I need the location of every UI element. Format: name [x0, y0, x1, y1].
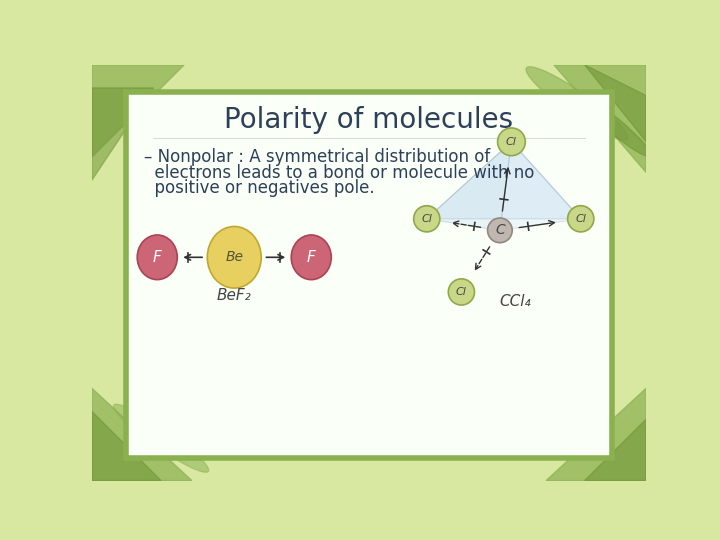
Polygon shape [92, 88, 153, 180]
Text: F: F [307, 250, 315, 265]
Polygon shape [585, 65, 647, 142]
FancyBboxPatch shape [127, 92, 611, 457]
Text: – Nonpolar : A symmetrical distribution of: – Nonpolar : A symmetrical distribution … [144, 148, 490, 166]
Ellipse shape [414, 206, 440, 232]
Text: Cl: Cl [421, 214, 432, 224]
Polygon shape [92, 65, 184, 157]
Ellipse shape [567, 206, 594, 232]
Polygon shape [92, 411, 161, 481]
Text: electrons leads to a bond or molecule with no: electrons leads to a bond or molecule wi… [144, 164, 534, 181]
Ellipse shape [114, 404, 209, 472]
Ellipse shape [526, 67, 628, 140]
Polygon shape [585, 419, 647, 481]
Ellipse shape [498, 128, 526, 156]
Text: BeF₂: BeF₂ [217, 288, 251, 303]
Text: CCl₄: CCl₄ [500, 294, 531, 309]
Polygon shape [92, 388, 192, 481]
Text: C: C [495, 224, 505, 238]
Text: positive or negatives pole.: positive or negatives pole. [144, 179, 375, 197]
Polygon shape [500, 142, 581, 231]
Ellipse shape [291, 235, 331, 280]
Text: Be: Be [225, 251, 243, 264]
Text: F: F [153, 250, 161, 265]
Text: Cl: Cl [575, 214, 586, 224]
Text: Cl: Cl [456, 287, 467, 297]
Text: Cl: Cl [506, 137, 517, 147]
Polygon shape [546, 388, 647, 481]
Polygon shape [427, 142, 511, 231]
Ellipse shape [449, 279, 474, 305]
Text: Polarity of molecules: Polarity of molecules [225, 106, 513, 134]
Polygon shape [554, 65, 647, 173]
Ellipse shape [487, 218, 512, 242]
Polygon shape [427, 142, 581, 219]
Ellipse shape [207, 226, 261, 288]
Ellipse shape [138, 235, 177, 280]
Ellipse shape [580, 96, 651, 157]
